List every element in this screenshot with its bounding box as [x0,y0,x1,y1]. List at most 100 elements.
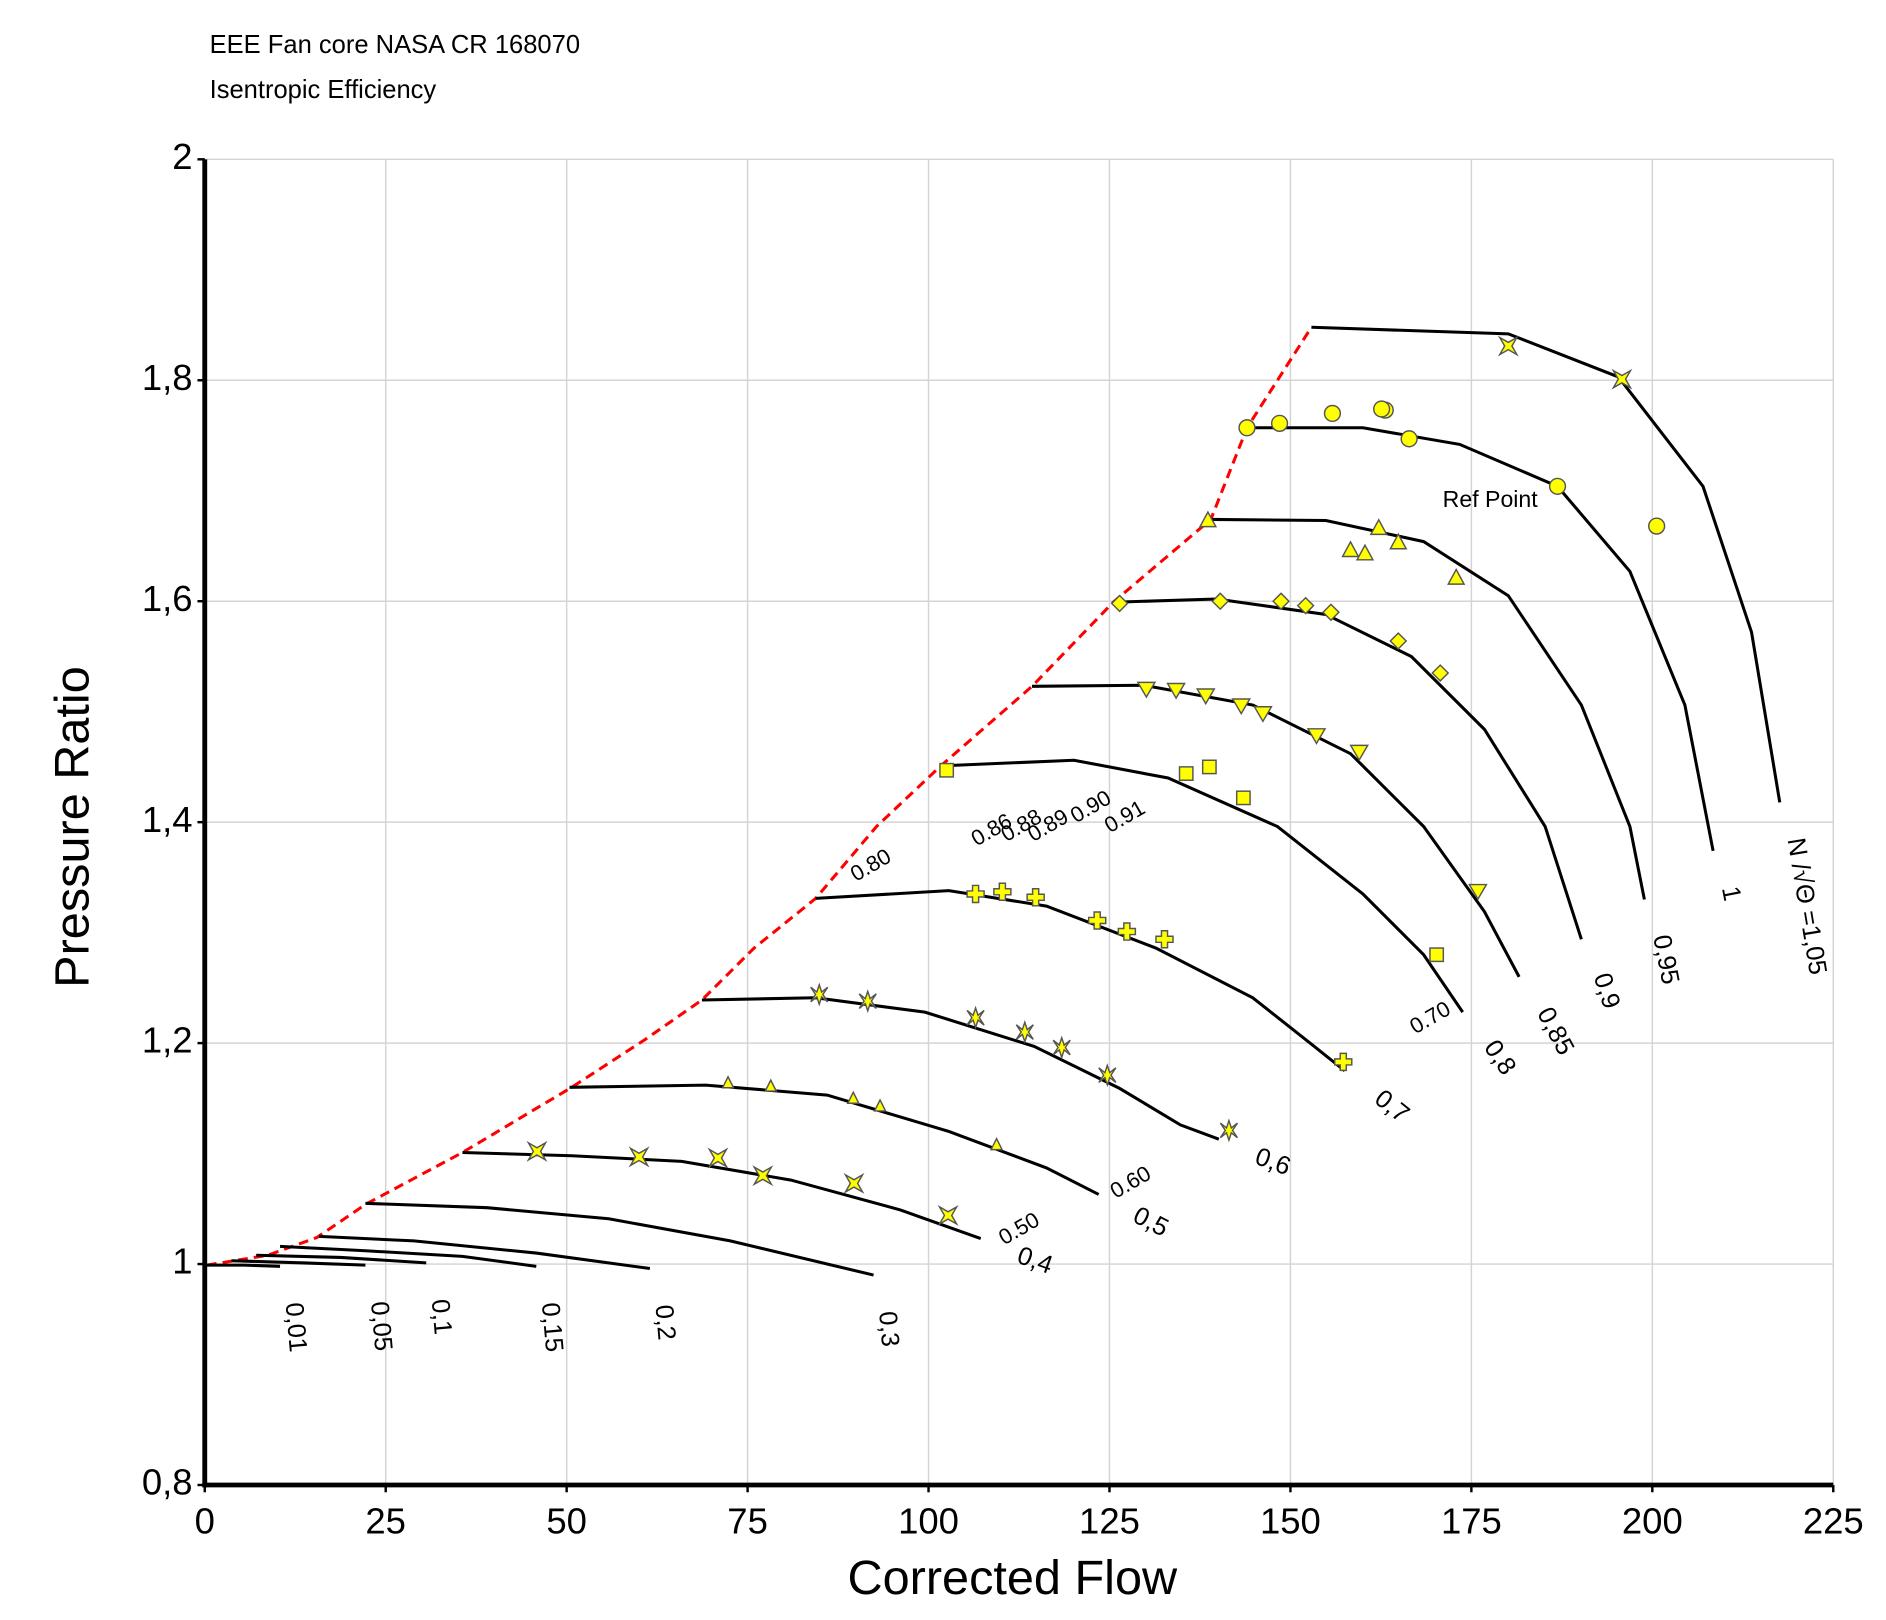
speed-line-label: 0,8 [1478,1035,1521,1080]
data-point [1349,744,1369,762]
data-point [1231,698,1252,716]
annotation: 0.80 [846,843,895,886]
speed-line-label: 0,9 [1588,970,1626,1012]
speed-line [256,1253,427,1265]
speed-line-label: 0,3 [873,1310,904,1348]
speed-line-label: 0,7 [1369,1084,1414,1128]
surge-line [206,326,1313,1267]
data-point [1178,766,1194,781]
data-point [1611,368,1633,390]
annotation: 0.60 [1106,1160,1155,1203]
x-tick-label: 25 [365,1501,406,1542]
data-point [1389,632,1408,650]
speed-line [206,1263,281,1268]
data-point [1400,430,1418,448]
speed-line-label: 1 [1716,884,1746,903]
speed-line-label: 0,2 [650,1304,681,1342]
data-point [1468,883,1488,901]
data-point [846,1090,860,1104]
data-point [1219,1118,1239,1143]
data-point [939,762,955,778]
x-tick-label: 225 [1803,1501,1864,1542]
data-point [526,1140,548,1162]
data-point [1155,930,1174,949]
x-tick-label: 0 [195,1501,215,1542]
data-point [1322,603,1340,622]
data-point [721,1075,735,1089]
data-point [993,882,1012,902]
data-point [1323,404,1342,423]
data-point [1272,592,1290,611]
speed-line-label: N /√Θ =1,05 [1782,836,1832,977]
speed-line [319,1234,651,1271]
data-point [1087,911,1107,930]
speed-line [1032,683,1521,978]
speed-line-label: 0,1 [426,1298,457,1336]
chart-subtitle: Isentropic Efficiency [210,76,437,104]
data-point [858,989,877,1014]
y-axis-title: Pressure Ratio [46,666,100,988]
x-tick-label: 200 [1622,1501,1683,1542]
speed-line [1210,517,1646,900]
data-point [1341,540,1360,558]
speed-line [1311,325,1782,803]
data-point [1648,517,1666,535]
data-point [1136,681,1157,699]
speed-line [569,1083,1100,1196]
data-point [1201,759,1217,775]
data-point [1270,414,1289,432]
y-tick-label: 0,8 [142,1462,193,1503]
speed-line-label: 0,5 [1129,1201,1173,1242]
speed-line [701,996,1220,1141]
speed-line [462,1150,982,1241]
data-point [628,1146,650,1168]
data-point [1238,419,1256,437]
data-point [1110,594,1129,613]
data-point [1253,705,1273,723]
data-point [1198,510,1218,528]
data-point [873,1098,887,1112]
speed-line-label: 0,15 [536,1301,568,1353]
data-point [1334,1052,1353,1072]
data-point [1497,335,1519,357]
annotation: 0.50 [994,1207,1043,1250]
speed-line [279,1244,537,1268]
data-point [707,1147,729,1169]
data-point [1052,1035,1071,1060]
x-tick-label: 100 [898,1501,959,1542]
speed-line-label: 0,85 [1531,1003,1579,1060]
chart-title: EEE Fan core NASA CR 168070 [210,31,580,59]
data-point [1166,682,1186,700]
data-point [1026,888,1045,907]
data-point [1447,567,1466,585]
speed-line-label: 0,4 [1014,1241,1057,1279]
x-tick-label: 50 [546,1501,587,1542]
speed-line [231,1259,366,1267]
x-tick-label: 75 [727,1501,768,1542]
data-point [1015,1020,1034,1045]
data-point [966,884,985,904]
data-point [966,1005,985,1030]
data-point [1431,664,1450,682]
data-point [989,1137,1004,1151]
speed-line [940,758,1464,1013]
y-tick-label: 1 [172,1241,192,1282]
annotation: 0.70 [1405,996,1454,1039]
x-tick-label: 125 [1079,1501,1140,1542]
data-point [1306,728,1327,745]
y-tick-label: 1,6 [142,578,193,619]
x-axis-title: Corrected Flow [847,1551,1178,1605]
data-point [764,1078,778,1092]
speed-line-label: 0,05 [365,1300,397,1352]
speed-line [365,1201,874,1277]
speed-line-label: 0,01 [280,1301,312,1353]
data-point [1355,543,1375,561]
x-tick-label: 150 [1260,1501,1321,1542]
speed-line [815,889,1346,1072]
data-point [1548,477,1567,495]
data-point [1117,922,1137,941]
data-point [1195,688,1216,706]
data-point [1211,592,1230,611]
data-point [1235,790,1251,806]
